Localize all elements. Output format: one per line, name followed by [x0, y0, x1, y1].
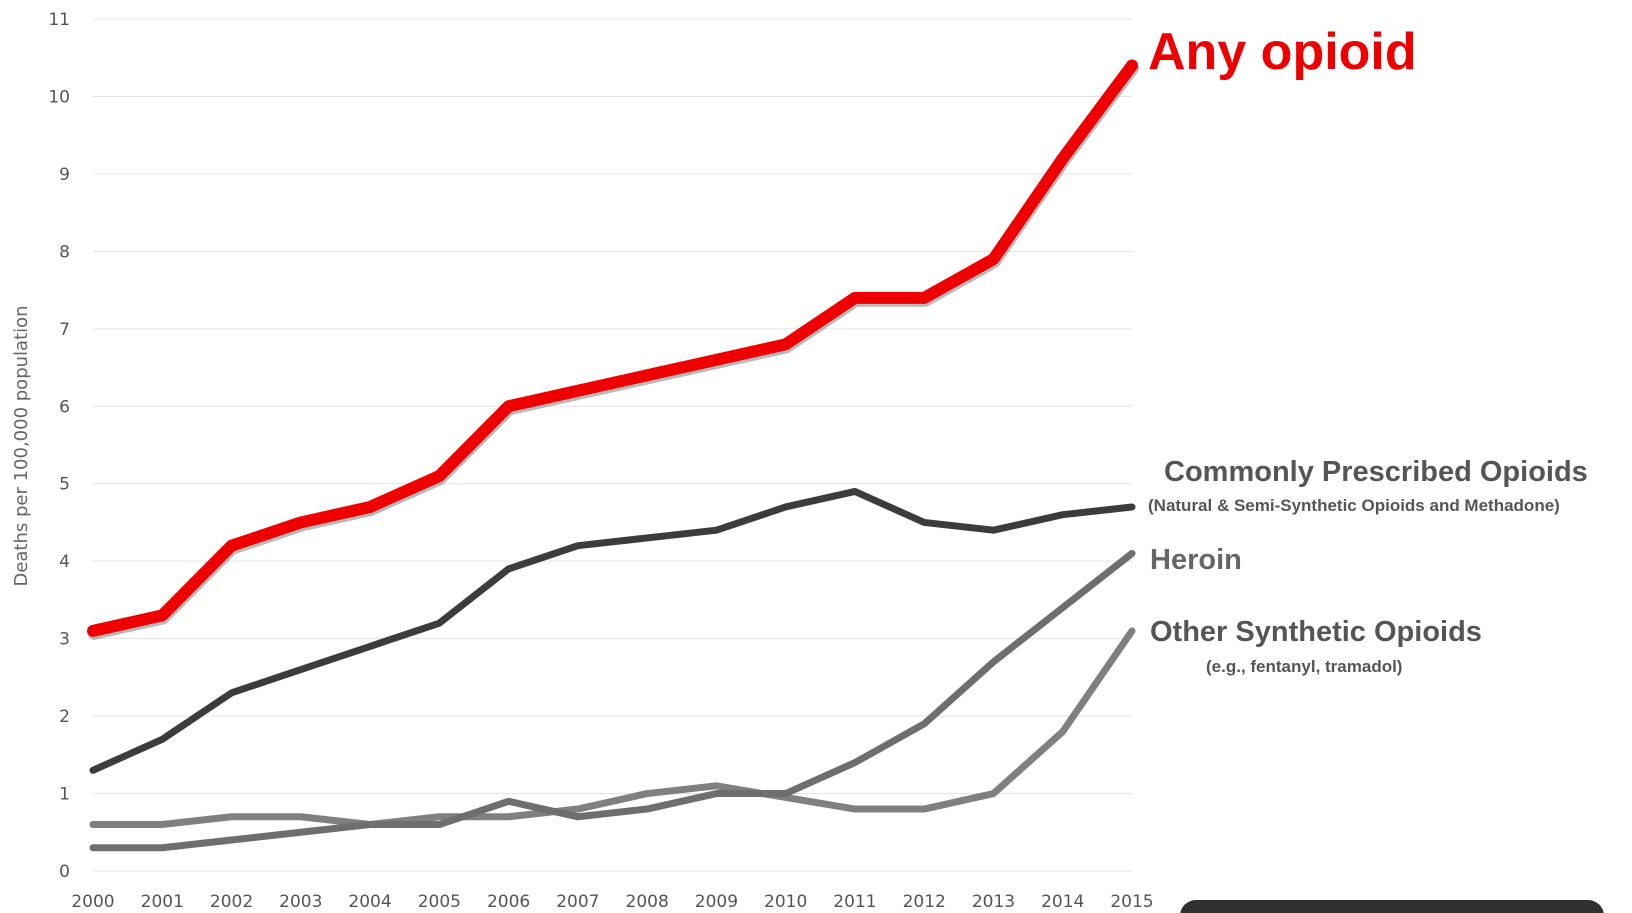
y-tick-label: 1: [59, 785, 70, 805]
series-line-any-opioid: [87, 59, 1138, 637]
y-tick-label: 5: [59, 475, 70, 495]
series-shadow-any-opioid: [88, 62, 1139, 640]
x-tick-label: 2008: [626, 892, 669, 912]
x-tick-label: 2005: [418, 892, 461, 912]
x-tick-label: 2011: [833, 892, 876, 912]
x-tick-label: 2006: [487, 892, 530, 912]
series-line-commonly-prescribed-opioids: [89, 487, 1136, 774]
y-tick-label: 9: [59, 165, 70, 185]
series-line-other-synthetic-opioids: [89, 627, 1136, 829]
series-label-other-synthetic: Other Synthetic Opioids: [1150, 616, 1482, 648]
y-axis-label: Deaths per 100,000 population: [11, 305, 32, 586]
y-tick-label: 11: [48, 10, 70, 30]
x-tick-label: 2010: [764, 892, 807, 912]
x-axis-ticks: 2000 2001 2002 2003 2004 2005 2006 2007 2008 2009…: [71, 892, 1153, 912]
y-tick-label: 8: [59, 242, 70, 262]
dark-overlay-bar: [1180, 900, 1604, 913]
x-tick-label: 2009: [695, 892, 738, 912]
series-label-any-opioid: Any opioid: [1148, 23, 1417, 81]
x-tick-label: 2007: [556, 892, 599, 912]
y-tick-label: 2: [59, 707, 70, 727]
series-lines: [87, 59, 1139, 852]
x-tick-label: 2000: [71, 892, 114, 912]
series-sublabel-other-synthetic: (e.g., fentanyl, tramadol): [1206, 657, 1402, 676]
y-tick-label: 7: [59, 320, 70, 340]
x-tick-label: 2004: [348, 892, 391, 912]
x-tick-label: 2002: [210, 892, 253, 912]
gridlines: [93, 18, 1132, 872]
y-axis-ticks: 0 1 2 3 4 5 6 7 8 9 10 11: [48, 10, 70, 882]
y-tick-label: 4: [59, 552, 70, 572]
x-tick-label: 2014: [1041, 892, 1084, 912]
y-tick-label: 3: [59, 630, 70, 650]
x-tick-label: 2003: [279, 892, 322, 912]
y-tick-label: 10: [48, 87, 70, 107]
series-label-prescribed: Commonly Prescribed Opioids: [1164, 456, 1588, 488]
series-line-heroin: [89, 549, 1136, 852]
x-tick-label: 2012: [903, 892, 946, 912]
x-tick-label: 2015: [1110, 892, 1153, 912]
y-tick-label: 6: [59, 397, 70, 417]
series-label-heroin: Heroin: [1150, 544, 1242, 576]
x-tick-label: 2013: [972, 892, 1015, 912]
series-sublabel-prescribed: (Natural & Semi-Synthetic Opioids and Me…: [1148, 496, 1560, 515]
y-tick-label: 0: [59, 862, 70, 882]
x-tick-label: 2001: [141, 892, 184, 912]
